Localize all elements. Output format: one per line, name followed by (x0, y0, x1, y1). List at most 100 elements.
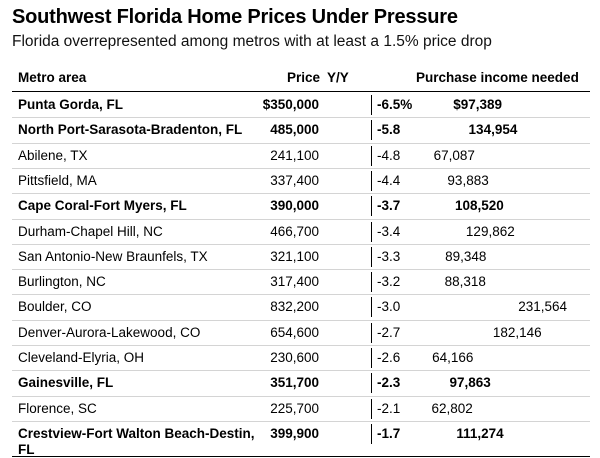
yy-marker (371, 145, 372, 166)
row-divider (12, 294, 590, 296)
chart-subtitle: Florida overrepresented among metros wit… (12, 33, 492, 50)
price-value: $350,000 (262, 97, 319, 112)
table-row: Boulder, CO 832,200 -3.0 231,564 (0, 294, 600, 319)
metro-name: Crestview-Fort Walton Beach-Destin, FL (18, 425, 255, 457)
metro-name: Gainesville, FL (18, 375, 114, 391)
yy-change-value: -3.2 (377, 274, 401, 290)
yy-change-value: -4.4 (377, 172, 401, 188)
price-value: 832,200 (270, 299, 319, 315)
row-divider (12, 117, 590, 119)
yy-marker (371, 398, 372, 419)
yy-change-value: -4.8 (377, 147, 401, 163)
purchase-income-value: 93,883 (447, 172, 489, 188)
metro-name: Denver-Aurora-Lakewood, CO (18, 324, 201, 340)
row-divider (12, 193, 590, 195)
price-value: 466,700 (270, 223, 319, 239)
row-divider (12, 243, 590, 245)
price-value: 225,700 (270, 400, 319, 416)
purchase-income-value: 62,802 (431, 400, 473, 416)
table-row: Punta Gorda, FL $350,000 -6.5% $97,389 (0, 92, 600, 117)
purchase-income-value: 67,087 (433, 147, 475, 163)
price-value: 399,900 (270, 425, 319, 441)
yy-change-value: -3.7 (377, 198, 401, 214)
metro-name: Burlington, NC (18, 274, 106, 290)
yy-change-value: -6.5% (377, 97, 413, 112)
table-row: Cleveland-Elyria, OH 230,600 -2.6 64,166 (0, 345, 600, 370)
metro-name: Florence, SC (18, 400, 97, 416)
table-row: Crestview-Fort Walton Beach-Destin, FL 39… (0, 421, 600, 457)
yy-marker (371, 246, 372, 267)
table-row: North Port-Sarasota-Bradenton, FL 485,000… (0, 117, 600, 142)
table-row: Burlington, NC 317,400 -3.2 88,318 (0, 269, 600, 294)
yy-change-value: -2.3 (377, 375, 401, 391)
table-row: Cape Coral-Fort Myers, FL 390,000 -3.7 108,… (0, 193, 600, 218)
purchase-income-value: 182,146 (492, 324, 542, 340)
purchase-income-value: 89,348 (445, 248, 487, 264)
metro-name: Durham-Chapel Hill, NC (18, 223, 163, 239)
purchase-income-value: 111,274 (456, 425, 504, 441)
header-metro-area: Metro area (18, 70, 87, 85)
price-value: 321,100 (270, 248, 319, 264)
table-row: Gainesville, FL 351,700 -2.3 97,863 (0, 370, 600, 395)
metro-name: North Port-Sarasota-Bradenton, FL (18, 122, 243, 138)
price-value: 230,600 (270, 350, 319, 365)
price-value: 485,000 (270, 122, 319, 138)
row-divider (12, 142, 590, 144)
yy-change-value: -3.0 (377, 299, 401, 315)
metro-name: Abilene, TX (18, 147, 88, 163)
bottom-rule (12, 456, 590, 457)
price-value: 390,000 (270, 198, 319, 214)
header-purchase-income: Purchase income needed (416, 70, 579, 85)
yy-marker (371, 95, 372, 115)
purchase-income-value: 64,166 (432, 350, 474, 365)
row-divider (12, 167, 590, 169)
yy-marker (371, 272, 372, 293)
row-divider (12, 218, 590, 220)
yy-marker (371, 322, 372, 343)
table-row: San Antonio-New Braunfels, TX 321,100 -3.3… (0, 244, 600, 269)
price-value: 241,100 (270, 147, 319, 163)
yy-marker (371, 120, 372, 141)
yy-change-value: -3.4 (377, 223, 401, 239)
yy-marker (371, 297, 372, 318)
purchase-income-value: $97,389 (453, 97, 503, 112)
purchase-income-value: 231,564 (518, 299, 568, 315)
row-divider (12, 345, 590, 346)
table-row: Durham-Chapel Hill, NC 466,700 -3.4 129,862 (0, 219, 600, 244)
chart-title: Southwest Florida Home Prices Under Pres… (12, 6, 458, 28)
purchase-income-value: 88,318 (444, 274, 486, 290)
yy-marker (371, 196, 372, 217)
purchase-income-value: 134,954 (468, 122, 518, 138)
header-yy: Y/Y (327, 70, 349, 85)
yy-change-value: -5.8 (377, 122, 401, 138)
purchase-income-value: 108,520 (454, 198, 504, 214)
row-divider (12, 319, 590, 321)
metro-name: San Antonio-New Braunfels, TX (18, 248, 208, 264)
header-rule (12, 91, 590, 92)
row-divider (12, 395, 590, 397)
yy-marker (371, 373, 372, 394)
purchase-income-value: 129,862 (465, 223, 515, 239)
yy-change-value: -3.3 (377, 248, 401, 264)
price-value: 337,400 (270, 172, 319, 188)
row-divider (12, 420, 590, 422)
yy-change-value: -2.6 (377, 350, 401, 365)
price-value: 351,700 (270, 375, 319, 391)
row-divider (12, 269, 590, 271)
yy-change-value: -2.1 (377, 400, 401, 416)
table-row: Abilene, TX 241,100 -4.8 67,087 (0, 143, 600, 168)
price-value: 654,600 (270, 324, 319, 340)
metro-name: Cleveland-Elyria, OH (18, 350, 145, 365)
metro-name: Boulder, CO (18, 299, 92, 315)
yy-change-value: -1.7 (377, 425, 401, 441)
metro-name: Punta Gorda, FL (18, 97, 124, 112)
yy-marker (371, 423, 372, 444)
table-row: Denver-Aurora-Lakewood, CO 654,600 -2.7 182… (0, 320, 600, 345)
yy-marker (371, 348, 372, 368)
price-value: 317,400 (270, 274, 319, 290)
purchase-income-value: 97,863 (449, 375, 491, 391)
metro-name: Pittsfield, MA (18, 172, 97, 188)
yy-marker (371, 221, 372, 242)
table-row: Pittsfield, MA 337,400 -4.4 93,883 (0, 168, 600, 193)
